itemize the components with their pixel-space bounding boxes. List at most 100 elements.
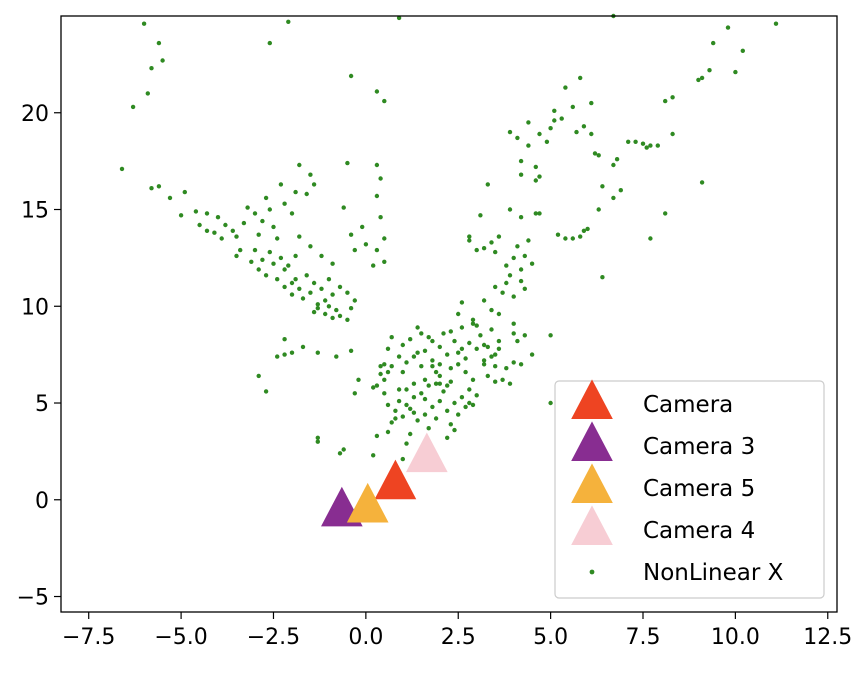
scatter-point bbox=[493, 352, 498, 357]
scatter-point bbox=[648, 143, 653, 148]
scatter-point bbox=[448, 422, 453, 427]
scatter-point bbox=[149, 186, 154, 191]
scatter-point bbox=[459, 395, 465, 400]
scatter-point bbox=[529, 352, 535, 357]
scatter-point bbox=[574, 129, 579, 135]
scatter-point bbox=[360, 224, 365, 230]
scatter-point bbox=[456, 362, 461, 367]
scatter-point bbox=[581, 228, 587, 233]
scatter-point bbox=[470, 321, 476, 326]
scatter-point bbox=[352, 247, 357, 253]
legend-marker bbox=[571, 421, 613, 461]
x-tick-label: 0.0 bbox=[348, 625, 383, 650]
scatter-point bbox=[223, 222, 228, 228]
scatter-point bbox=[282, 352, 287, 357]
scatter-point bbox=[241, 220, 247, 226]
scatter-point bbox=[419, 391, 424, 396]
scatter-point bbox=[415, 325, 420, 330]
y-tick-label: 0 bbox=[35, 489, 49, 514]
scatter-point bbox=[504, 263, 509, 268]
scatter-point bbox=[478, 213, 483, 218]
scatter-point bbox=[511, 331, 516, 336]
scatter-point bbox=[282, 337, 287, 342]
scatter-point bbox=[663, 211, 668, 216]
scatter-point bbox=[278, 255, 284, 261]
y-axis: −5 0 5 10 15 20 bbox=[17, 102, 61, 611]
scatter-point bbox=[511, 321, 516, 326]
scatter-point bbox=[400, 456, 405, 462]
scatter-point bbox=[411, 395, 417, 400]
scatter-point bbox=[493, 249, 498, 255]
scatter-point bbox=[352, 391, 357, 396]
scatter-point bbox=[548, 333, 553, 338]
scatter-point bbox=[315, 439, 320, 444]
scatter-point bbox=[448, 366, 453, 371]
scatter-point bbox=[448, 379, 453, 384]
x-axis: −7.5 −5.0 −2.5 0.0 2.5 5.0 7.5 10.0 12.5 bbox=[62, 612, 852, 650]
scatter-point bbox=[282, 267, 287, 272]
scatter-point bbox=[378, 215, 383, 220]
scatter-point bbox=[548, 400, 553, 406]
plot-frame bbox=[60, 15, 838, 613]
scatter-point bbox=[212, 230, 217, 235]
scatter-point bbox=[197, 222, 202, 228]
scatter-point bbox=[474, 346, 479, 351]
scatter-point bbox=[570, 236, 575, 241]
scatter-point bbox=[371, 453, 376, 458]
scatter-point bbox=[319, 253, 324, 259]
scatter-point bbox=[489, 327, 494, 332]
scatter-point bbox=[489, 307, 494, 313]
scatter-point bbox=[382, 236, 387, 241]
camera-marker bbox=[374, 459, 417, 500]
scatter-point bbox=[160, 58, 165, 63]
scatter-point bbox=[411, 354, 417, 359]
scatter-point bbox=[515, 338, 520, 344]
scatter-point bbox=[481, 246, 487, 251]
scatter-point bbox=[585, 226, 590, 232]
scatter-point bbox=[537, 131, 542, 137]
scatter-point bbox=[293, 189, 298, 195]
scatter-point bbox=[408, 431, 413, 437]
scatter-point bbox=[234, 253, 239, 259]
scatter-point bbox=[419, 364, 424, 369]
scatter-point bbox=[400, 369, 405, 375]
scatter-point bbox=[533, 178, 538, 183]
scatter-point bbox=[363, 242, 369, 247]
scatter-point bbox=[773, 21, 779, 26]
scatter-point bbox=[374, 89, 380, 94]
scatter-point bbox=[415, 418, 420, 423]
scatter-point bbox=[263, 389, 269, 394]
legend-label: Camera 5 bbox=[643, 476, 755, 502]
scatter-point bbox=[289, 280, 295, 286]
scatter-point bbox=[733, 69, 738, 75]
scatter-point bbox=[204, 228, 210, 233]
scatter-point bbox=[341, 205, 346, 210]
y-tick-label: 15 bbox=[21, 199, 49, 224]
scatter-point bbox=[611, 195, 616, 201]
scatter-point bbox=[600, 184, 605, 189]
legend-label: NonLinear X bbox=[643, 560, 784, 586]
scatter-point bbox=[740, 48, 745, 53]
scatter-point bbox=[393, 408, 398, 413]
scatter-point bbox=[500, 377, 505, 382]
scatter-point bbox=[496, 311, 502, 317]
scatter-point bbox=[238, 247, 243, 253]
scatter-point bbox=[404, 360, 409, 365]
scatter-point bbox=[378, 176, 383, 181]
scatter-point bbox=[445, 408, 450, 413]
scatter-point bbox=[633, 139, 638, 144]
scatter-point bbox=[256, 373, 261, 379]
scatter-point bbox=[297, 162, 302, 168]
scatter-point bbox=[614, 157, 620, 162]
scatter-point bbox=[600, 275, 605, 280]
scatter-point bbox=[537, 174, 542, 179]
scatter-point bbox=[707, 68, 712, 73]
scatter-point bbox=[374, 433, 380, 439]
scatter-point bbox=[467, 238, 472, 243]
scatter-point bbox=[278, 182, 284, 187]
scatter-point bbox=[696, 77, 701, 83]
scatter-point bbox=[319, 286, 324, 291]
scatter-point bbox=[611, 162, 616, 168]
legend-box bbox=[554, 380, 825, 599]
